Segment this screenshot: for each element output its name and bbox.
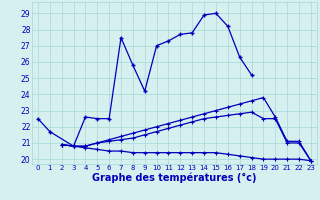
X-axis label: Graphe des températures (°c): Graphe des températures (°c) (92, 173, 257, 183)
